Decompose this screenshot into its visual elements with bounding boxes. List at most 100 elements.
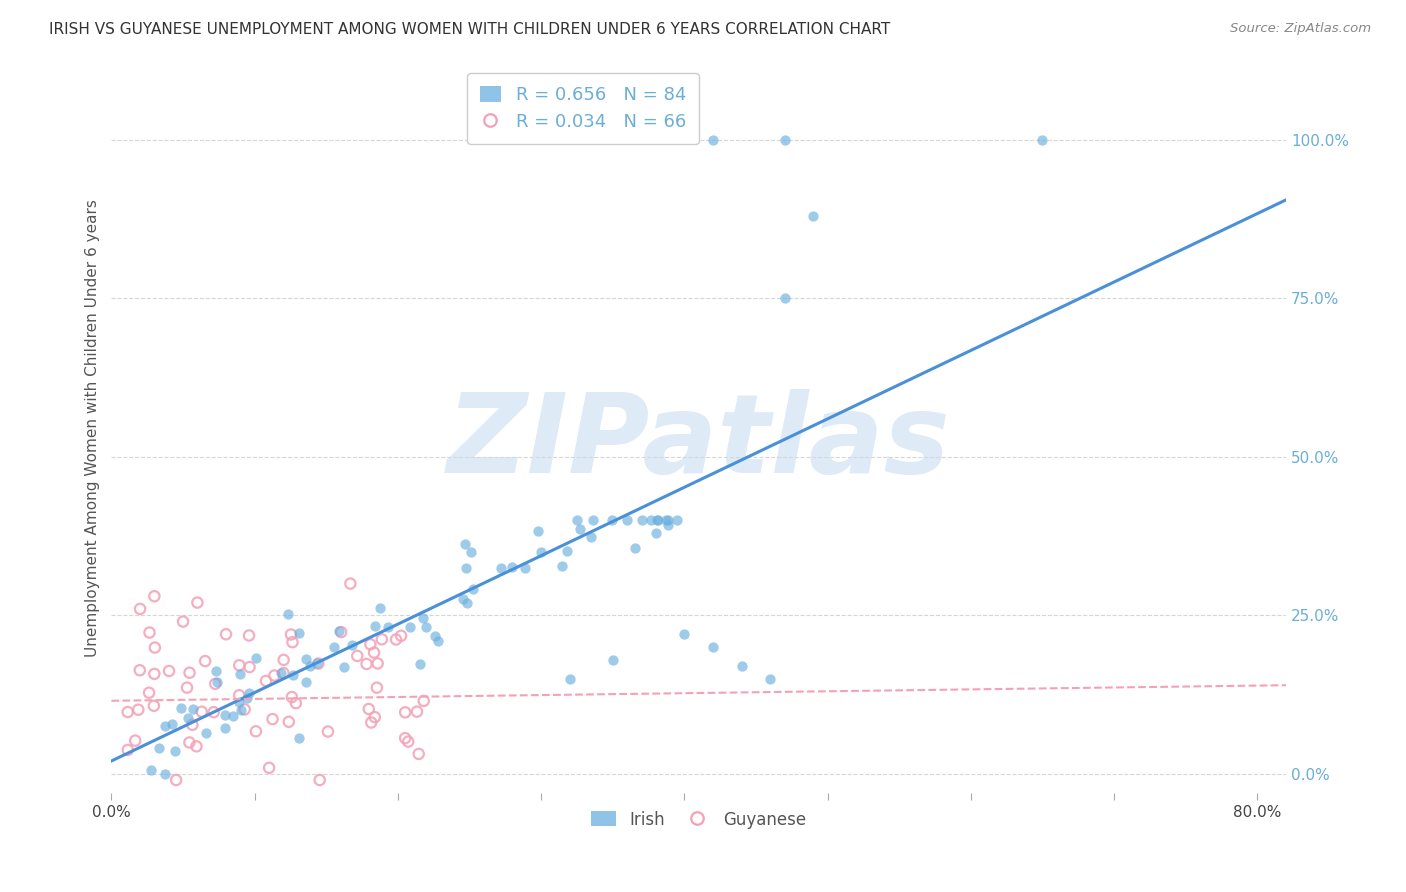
- Point: [396, 734, 419, 748]
- Point: [194, 654, 217, 668]
- Point: [579, 530, 602, 544]
- Text: IRISH VS GUYANESE UNEMPLOYMENT AMONG WOMEN WITH CHILDREN UNDER 6 YEARS CORRELATI: IRISH VS GUYANESE UNEMPLOYMENT AMONG WOM…: [49, 22, 890, 37]
- Point: [657, 518, 679, 533]
- Point: [129, 602, 152, 616]
- Point: [565, 513, 588, 527]
- Point: [288, 731, 311, 745]
- Point: [190, 705, 212, 719]
- Point: [238, 628, 260, 642]
- Text: Source: ZipAtlas.com: Source: ZipAtlas.com: [1230, 22, 1371, 36]
- Point: [245, 724, 267, 739]
- Point: [640, 513, 662, 527]
- Point: [409, 657, 432, 671]
- Point: [270, 665, 292, 680]
- Point: [647, 513, 669, 527]
- Point: [165, 744, 187, 758]
- Point: [172, 615, 194, 629]
- Point: [205, 665, 228, 679]
- Point: [165, 772, 187, 787]
- Point: [287, 625, 309, 640]
- Point: [262, 712, 284, 726]
- Point: [228, 658, 250, 673]
- Point: [263, 668, 285, 682]
- Point: [339, 576, 361, 591]
- Point: [367, 657, 389, 671]
- Point: [389, 629, 412, 643]
- Point: [644, 525, 666, 540]
- Point: [371, 632, 394, 647]
- Point: [454, 561, 477, 575]
- Point: [630, 513, 652, 527]
- Point: [127, 703, 149, 717]
- Point: [179, 665, 201, 680]
- Point: [364, 619, 387, 633]
- Point: [616, 513, 638, 527]
- Point: [645, 513, 668, 527]
- Point: [530, 545, 553, 559]
- Point: [412, 611, 434, 625]
- Point: [394, 706, 416, 720]
- Point: [169, 701, 191, 715]
- Point: [143, 640, 166, 655]
- Point: [654, 513, 676, 527]
- Point: [280, 627, 302, 641]
- Point: [138, 625, 160, 640]
- Point: [502, 560, 524, 574]
- Point: [426, 634, 449, 648]
- Point: [202, 705, 225, 719]
- Point: [307, 657, 329, 671]
- Point: [233, 702, 256, 716]
- Point: [801, 209, 824, 223]
- Point: [730, 659, 752, 673]
- Point: [298, 659, 321, 673]
- Point: [186, 596, 208, 610]
- Point: [143, 666, 166, 681]
- Point: [157, 664, 180, 678]
- Point: [366, 681, 388, 695]
- Point: [228, 695, 250, 709]
- Point: [238, 686, 260, 700]
- Point: [340, 638, 363, 652]
- Point: [406, 705, 429, 719]
- Point: [346, 648, 368, 663]
- Point: [295, 674, 318, 689]
- Point: [245, 650, 267, 665]
- Point: [569, 522, 592, 536]
- Point: [222, 709, 245, 723]
- Point: [205, 674, 228, 689]
- Point: [117, 705, 139, 719]
- Point: [363, 646, 385, 660]
- Point: [281, 635, 304, 649]
- Point: [451, 591, 474, 606]
- Point: [415, 620, 437, 634]
- Point: [600, 513, 623, 527]
- Point: [141, 763, 163, 777]
- Point: [254, 673, 277, 688]
- Point: [257, 761, 280, 775]
- Point: [229, 703, 252, 717]
- Point: [558, 672, 581, 686]
- Point: [364, 710, 387, 724]
- Point: [143, 589, 166, 603]
- Point: [155, 719, 177, 733]
- Point: [357, 702, 380, 716]
- Point: [398, 620, 420, 634]
- Point: [214, 721, 236, 735]
- Point: [277, 607, 299, 622]
- Point: [307, 657, 329, 671]
- Point: [557, 543, 579, 558]
- Point: [160, 716, 183, 731]
- Point: [195, 726, 218, 740]
- Point: [186, 739, 208, 754]
- Point: [460, 545, 482, 559]
- Point: [148, 741, 170, 756]
- Point: [551, 559, 574, 574]
- Point: [176, 681, 198, 695]
- Point: [368, 601, 391, 615]
- Point: [235, 691, 257, 706]
- Point: [582, 513, 605, 527]
- Point: [385, 632, 408, 647]
- Point: [515, 561, 537, 575]
- Point: [602, 652, 624, 666]
- Point: [377, 619, 399, 633]
